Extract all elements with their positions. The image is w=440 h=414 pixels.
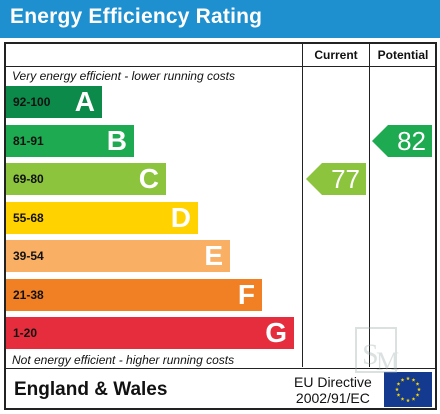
flag-star	[411, 377, 416, 382]
band-b: 81-91 B	[6, 124, 134, 157]
band-range-label: 55-68	[13, 210, 44, 225]
flag-star	[395, 387, 399, 392]
directive-line-2: 2002/91/EC	[295, 390, 370, 406]
flag-star	[400, 377, 405, 382]
band-d: 55-68 D	[6, 201, 198, 234]
flag-star	[415, 393, 420, 397]
potential-rating-arrow-polygon	[372, 124, 432, 157]
flag-star	[406, 398, 410, 403]
band-range-label: 69-80	[13, 172, 44, 186]
flag-star	[411, 397, 416, 401]
svg-text:M: M	[376, 347, 399, 376]
potential-rating-arrow: 82	[372, 124, 432, 157]
eu-flag-icon	[384, 372, 432, 407]
band-a: 92-100 A	[6, 86, 102, 118]
band-letter: G	[265, 317, 287, 348]
band-range-label: 81-91	[13, 133, 44, 148]
directive-line-1: EU Directive	[294, 374, 372, 390]
potential-rating-arrow-shape	[372, 124, 432, 157]
band-letter: B	[106, 124, 127, 156]
band-letter: F	[237, 278, 255, 310]
svg-text:S: S	[362, 338, 379, 371]
band-letter: E	[204, 240, 223, 271]
efficient-note: Very energy efficient - lower running co…	[12, 69, 235, 83]
current-rating-arrow-value: 77	[331, 164, 360, 194]
potential-column-divider	[369, 43, 370, 367]
band-g: 1-20 G	[6, 317, 294, 349]
band-range-label: 39-54	[13, 249, 44, 263]
potential-rating-arrow-value: 82	[397, 125, 426, 156]
band-c: 69-80 C	[6, 163, 166, 195]
sm-watermark-logo: S M	[352, 326, 436, 376]
title-bar: Energy Efficiency Rating	[0, 0, 440, 38]
current-rating-arrow-polygon	[306, 163, 366, 195]
eu-directive: EU Directive 2002/91/EC	[294, 374, 372, 406]
band-letter: D	[170, 201, 191, 233]
region-label: England & Wales	[14, 379, 168, 400]
inefficient-note: Not energy efficient - higher running co…	[12, 353, 235, 367]
current-column-header: Current	[314, 48, 358, 62]
flag-star	[415, 382, 420, 386]
band-letter: C	[138, 163, 159, 194]
potential-column-header: Potential	[377, 48, 429, 62]
band-range-label: 1-20	[13, 326, 38, 340]
flag-star	[417, 387, 421, 392]
current-rating-arrow-shape	[306, 163, 366, 195]
header-row-divider	[5, 66, 436, 67]
flag-star	[396, 382, 401, 386]
flag-star	[406, 376, 410, 381]
current-column-divider	[302, 43, 303, 367]
page-title: Energy Efficiency Rating	[10, 5, 263, 28]
band-f: 21-38 F	[6, 278, 262, 311]
band-e: 39-54 E	[6, 240, 230, 272]
flag-star	[396, 393, 401, 397]
band-letter: A	[74, 86, 95, 117]
flag-star	[400, 397, 405, 401]
band-range-label: 92-100	[13, 95, 51, 109]
band-range-label: 21-38	[13, 287, 44, 302]
current-rating-arrow: 77	[306, 163, 366, 195]
rating-frame	[4, 42, 437, 410]
footer-row-divider	[5, 368, 436, 369]
